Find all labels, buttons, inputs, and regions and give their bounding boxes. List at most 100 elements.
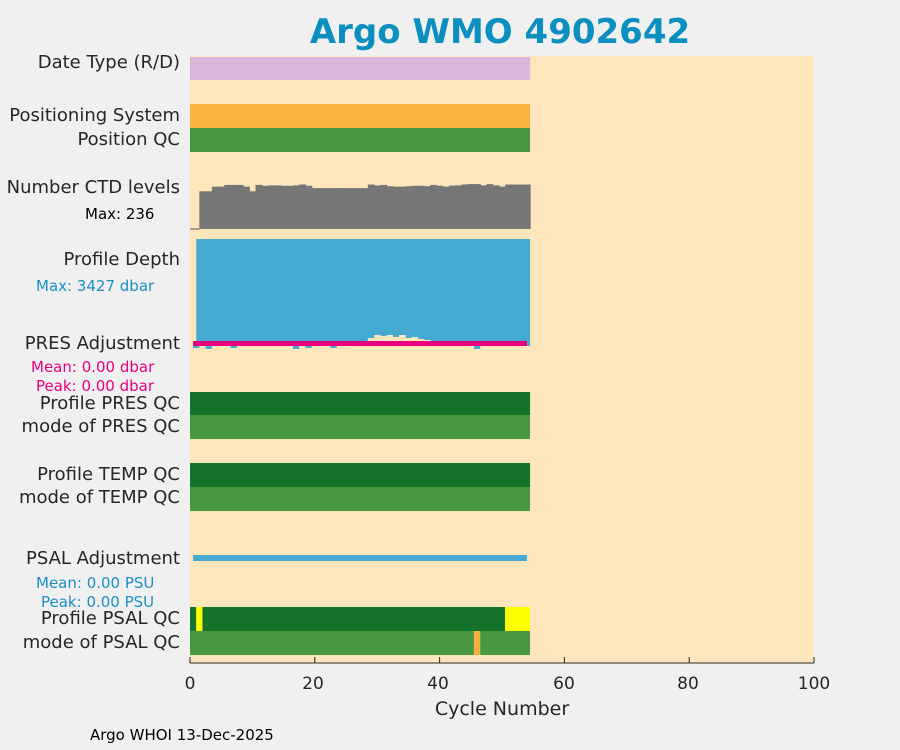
ctd-level-bar — [349, 188, 356, 229]
x-axis-label: Cycle Number — [434, 698, 570, 720]
ctd-level-bar — [505, 184, 512, 229]
pres-adjustment-tick — [193, 346, 200, 348]
ctd-level-bar — [218, 186, 225, 229]
profile-depth-dip — [405, 338, 412, 341]
label-psal-mean: Mean: 0.00 PSU — [36, 574, 155, 592]
label-pres-mean: Mean: 0.00 dbar — [31, 358, 155, 376]
psal-adjustment-line — [193, 555, 527, 561]
ctd-level-bar — [243, 186, 250, 229]
ctd-level-bar — [292, 185, 300, 229]
label-mode-psal-qc: mode of PSAL QC — [22, 632, 180, 653]
ctd-level-bar — [430, 184, 438, 229]
ctd-level-bar — [523, 184, 531, 229]
label-pres-adjustment: PRES Adjustment — [24, 333, 180, 354]
profile-depth-dip — [424, 340, 431, 341]
ctd-level-bar — [517, 184, 525, 229]
pres-adjustment-tick — [473, 346, 481, 349]
profile-depth-dip — [386, 335, 394, 341]
label-position-qc: Position QC — [77, 129, 180, 150]
mode-psal-qc-segment — [480, 631, 531, 655]
ctd-level-bar — [511, 184, 519, 229]
x-tick-label: 20 — [302, 674, 324, 694]
footer-credit: Argo WHOI 13-Dec-2025 — [90, 726, 274, 744]
positioning-system-bar — [190, 104, 531, 128]
ctd-level-bar — [224, 184, 232, 229]
ctd-level-bar — [361, 188, 369, 229]
mode-psal-qc-segment — [190, 631, 474, 655]
ctd-level-bar — [336, 188, 344, 229]
ctd-level-bar — [492, 185, 500, 229]
label-depth-max: Max: 3427 dbar — [36, 277, 155, 295]
profile-depth-dip — [417, 339, 425, 341]
plot-background — [190, 56, 814, 663]
mode-temp-qc-bar — [190, 487, 531, 511]
ctd-level-bar — [392, 186, 400, 229]
profile-temp-qc-bar — [190, 463, 531, 487]
ctd-level-bar — [274, 185, 282, 229]
ctd-level-bar — [249, 191, 257, 229]
ctd-level-bar — [480, 185, 487, 229]
ctd-level-bar — [280, 185, 288, 229]
ctd-level-bar — [205, 191, 213, 229]
ctd-level-bar — [380, 184, 388, 229]
ctd-level-bar — [411, 185, 419, 229]
ctd-level-bar — [374, 185, 381, 229]
profile-psal-qc-segment — [190, 607, 197, 631]
profile-depth-dip — [411, 337, 419, 341]
x-tick-label: 80 — [677, 674, 699, 694]
ctd-level-bar — [455, 185, 463, 229]
ctd-level-bar — [199, 191, 207, 229]
label-positioning-system: Positioning System — [9, 105, 180, 126]
label-profile-depth: Profile Depth — [63, 249, 180, 270]
label-profile-psal-qc: Profile PSAL QC — [40, 608, 180, 629]
ctd-level-bar — [405, 186, 413, 229]
ctd-level-bar — [386, 186, 394, 229]
mode-pres-qc-bar — [190, 415, 531, 439]
pres-adjustment-tick — [330, 346, 337, 348]
ctd-level-bar — [436, 185, 444, 229]
label-profile-temp-qc: Profile TEMP QC — [37, 464, 180, 485]
ctd-level-bar — [442, 186, 450, 229]
pres-adjustment-tick — [305, 346, 312, 348]
label-ctd-max: Max: 236 — [85, 205, 155, 223]
ctd-level-bar — [342, 188, 350, 229]
x-tick-label: 0 — [184, 674, 196, 694]
ctd-level-bar — [311, 188, 319, 229]
pres-adjustment-tick — [230, 346, 237, 348]
ctd-level-bar — [236, 184, 244, 229]
ctd-level-bar — [305, 185, 313, 229]
ctd-level-bar — [467, 184, 475, 229]
label-mode-temp-qc: mode of TEMP QC — [18, 487, 180, 508]
profile-depth-dip — [367, 338, 375, 341]
ctd-level-bar — [498, 186, 506, 229]
ctd-level-bar — [417, 185, 425, 229]
chart-title: Argo WMO 4902642 — [309, 12, 691, 52]
date-type-bar — [190, 57, 531, 80]
pres-adjustment-tick — [292, 346, 300, 349]
ctd-level-bar — [261, 185, 269, 229]
label-pres-peak: Peak: 0.00 dbar — [36, 377, 155, 395]
pres-adjustment-tick — [205, 346, 212, 349]
profile-psal-qc-segment — [505, 607, 531, 631]
label-profile-pres-qc: Profile PRES QC — [39, 393, 180, 414]
ctd-level-bar — [424, 186, 431, 229]
label-psal-peak: Peak: 0.00 PSU — [41, 593, 155, 611]
ctd-level-bar — [268, 185, 275, 229]
profile-depth-dip — [399, 335, 406, 341]
profile-depth-dip — [392, 337, 400, 341]
x-tick-label: 100 — [797, 674, 831, 694]
pres-adjustment-line — [193, 341, 527, 346]
ctd-level-bar — [367, 184, 375, 229]
ctd-level-bar — [330, 188, 338, 229]
label-mode-pres-qc: mode of PRES QC — [21, 416, 180, 437]
profile-depth-dip — [374, 335, 381, 341]
x-tick-label: 60 — [553, 674, 575, 694]
label-date-type: Date Type (R/D) — [37, 52, 180, 73]
ctd-level-bar — [355, 188, 363, 229]
ctd-level-bar — [461, 184, 469, 229]
ctd-level-bar — [448, 185, 456, 229]
ctd-level-bar — [230, 184, 238, 229]
ctd-level-bar — [299, 184, 307, 229]
position-qc-bar — [190, 128, 531, 152]
